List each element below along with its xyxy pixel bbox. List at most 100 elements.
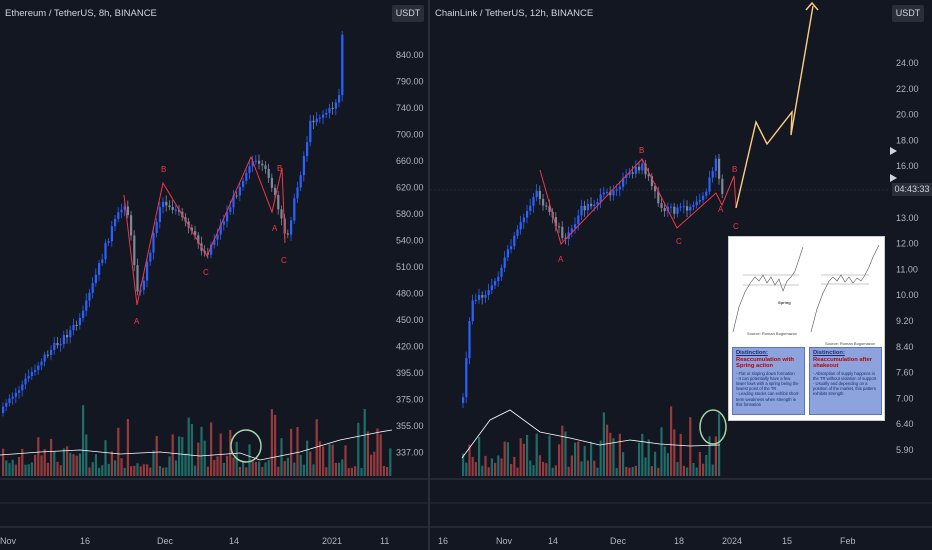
left-pattern-line	[123, 155, 286, 306]
right-volume-bar	[474, 462, 477, 476]
left-volume-bar	[315, 419, 318, 476]
right-volume-bar	[593, 460, 596, 476]
right-candle	[583, 205, 586, 211]
left-currency-badge[interactable]: USDT	[392, 5, 424, 22]
right-candle	[506, 249, 509, 258]
left-volume-bar	[91, 462, 94, 476]
left-chart-pane[interactable]: A B C A B C 840.00 790.00 740.00 700.00 660.00 620…	[0, 0, 428, 550]
right-candle	[577, 215, 580, 225]
spring-caption: Spring	[778, 300, 791, 305]
right-volume-bar	[711, 464, 714, 476]
right-volume-bar	[676, 462, 679, 476]
left-volume-bar	[267, 460, 270, 476]
right-price-tick: 20.00	[896, 110, 919, 120]
right-volume-bar	[526, 434, 529, 476]
left-candle	[165, 201, 168, 206]
right-volume-bar	[574, 442, 577, 476]
right-volume-bar	[606, 424, 609, 476]
right-candle	[663, 207, 666, 212]
left-volume-highlight-circle	[230, 429, 262, 463]
right-volume-bar	[481, 465, 484, 476]
left-volume-bar	[370, 454, 373, 476]
right-candle	[497, 276, 500, 282]
left-candle	[104, 242, 107, 260]
right-volume-bar	[506, 442, 509, 476]
left-volume-bar	[53, 451, 56, 476]
right-candle	[686, 206, 689, 211]
right-volume-bar	[689, 417, 692, 476]
right-candle	[478, 295, 481, 300]
right-candle	[625, 174, 628, 179]
left-candle	[91, 283, 94, 293]
right-volume-bar	[522, 443, 525, 476]
right-candle	[465, 358, 468, 398]
right-volume-bar	[487, 467, 490, 476]
left-candle	[126, 206, 129, 216]
right-volume-bar	[634, 465, 637, 476]
left-volume-bar	[229, 429, 232, 476]
right-price-tick: 12.00	[896, 239, 919, 249]
left-candle	[37, 365, 40, 371]
left-candle	[174, 209, 177, 211]
left-volume-bar	[62, 448, 65, 476]
left-volume-bar	[210, 422, 213, 476]
pane-divider[interactable]	[428, 0, 430, 550]
left-candle	[213, 239, 216, 245]
left-volume-bar	[174, 460, 177, 476]
left-chart-canvas[interactable]: A B C A B C 840.00 790.00 740.00 700.00 660.00 620…	[0, 0, 428, 550]
right-volume-bar	[542, 461, 545, 476]
left-candle	[114, 218, 117, 227]
left-volume-bar	[24, 464, 27, 476]
left-candle	[187, 221, 190, 228]
candle-countdown-timer: 04:43:33	[892, 183, 932, 196]
right-pattern-label: B	[639, 146, 644, 155]
left-candle	[341, 34, 344, 96]
left-candle	[139, 290, 142, 292]
right-volume-ma-line	[461, 409, 721, 459]
left-volume-bar	[2, 448, 5, 476]
right-currency-badge[interactable]: USDT	[892, 5, 924, 22]
left-candle	[331, 107, 334, 109]
right-candle	[590, 203, 593, 207]
left-volume-bar	[283, 461, 286, 476]
left-candle	[309, 120, 312, 143]
right-candle	[487, 290, 490, 295]
left-volume-bar	[149, 467, 152, 476]
left-volume-bar	[328, 444, 331, 476]
left-volume-bar	[382, 465, 385, 476]
left-volume-bar	[27, 464, 30, 476]
left-candle	[40, 361, 43, 366]
left-volume-bar	[366, 431, 369, 476]
right-volume-bar	[638, 442, 641, 476]
left-volume-bar	[232, 457, 235, 476]
right-candle	[574, 224, 577, 229]
box-left-title: Distinction: Reaccumulation with Spring …	[736, 350, 794, 369]
left-volume-bar	[46, 462, 49, 476]
right-volume-bar	[545, 463, 548, 476]
left-volume-bar	[72, 454, 75, 476]
right-candle	[721, 178, 724, 194]
left-volume-bar	[142, 464, 145, 476]
left-volume-bar	[136, 463, 139, 476]
left-volume-bar	[123, 467, 126, 476]
left-candle	[302, 156, 305, 176]
right-volume-bar	[484, 455, 487, 476]
right-candle	[654, 186, 657, 192]
left-volume-bar	[165, 467, 168, 476]
right-candle	[615, 189, 618, 191]
left-volume-bar	[280, 438, 283, 476]
left-time-tick: 14	[229, 536, 239, 546]
left-candle	[274, 187, 277, 195]
right-price-tick: 16.00	[896, 161, 919, 171]
wyckoff-schematic-diagrams	[732, 244, 880, 333]
left-volume-bar	[226, 455, 229, 476]
left-candle	[152, 233, 155, 253]
left-volume-bar	[296, 426, 299, 476]
right-candle	[516, 229, 519, 236]
inset-source-left: Source: Roman Bogomazov	[747, 331, 798, 336]
left-candle	[184, 217, 187, 222]
right-candle	[638, 166, 641, 171]
